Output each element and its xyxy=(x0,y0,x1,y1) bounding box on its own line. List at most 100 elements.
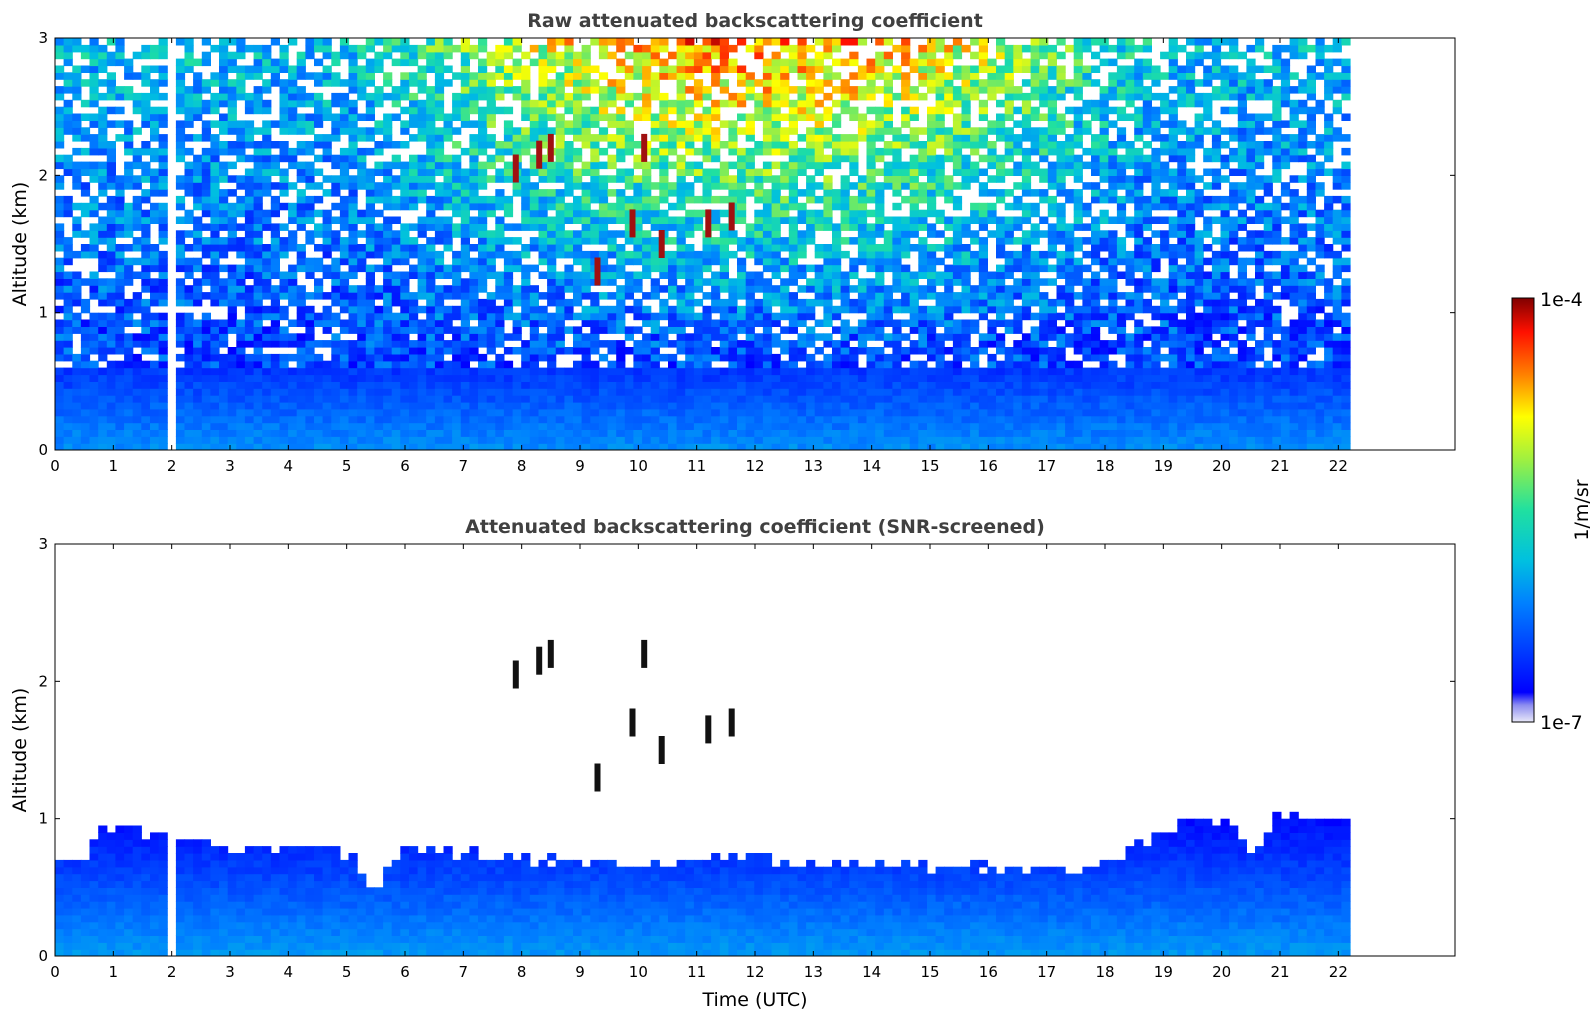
heatmap-cell xyxy=(650,408,660,417)
heatmap-cell xyxy=(685,395,695,403)
heatmap-cell xyxy=(728,278,738,286)
heatmap-cell xyxy=(693,298,704,307)
heatmap-cell xyxy=(901,443,911,450)
heatmap-cell xyxy=(668,182,678,190)
heatmap-cell xyxy=(193,443,203,450)
heatmap-cell xyxy=(434,271,445,279)
heatmap-cell xyxy=(927,285,937,293)
heatmap-cell xyxy=(503,422,514,430)
heatmap-cell xyxy=(80,353,91,362)
heatmap-cell xyxy=(253,202,263,211)
top-heatmap xyxy=(55,38,1351,450)
heatmap-cell xyxy=(944,271,954,279)
heatmap-cell xyxy=(840,278,850,286)
heatmap-cell xyxy=(642,209,652,218)
heatmap-cell xyxy=(80,209,91,218)
heatmap-cell xyxy=(253,189,263,197)
heatmap-cell xyxy=(529,195,539,204)
heatmap-cell xyxy=(357,422,367,430)
heatmap-cell xyxy=(866,120,876,128)
heatmap-cell xyxy=(331,127,341,135)
heatmap-cell xyxy=(927,175,937,183)
heatmap-cell xyxy=(452,106,462,115)
heatmap-cell xyxy=(581,51,591,60)
heatmap-cell xyxy=(357,340,367,348)
heatmap-cell xyxy=(823,367,833,376)
heatmap-cell xyxy=(849,326,859,334)
heatmap-cell xyxy=(909,388,919,396)
heatmap-cell xyxy=(711,250,721,259)
heatmap-cell xyxy=(840,250,850,259)
heatmap-cell xyxy=(676,292,686,300)
heatmap-cell xyxy=(659,92,669,101)
heatmap-cell xyxy=(590,374,600,382)
heatmap-cell xyxy=(590,175,600,183)
heatmap-cell xyxy=(564,298,574,307)
heatmap-cell xyxy=(486,161,496,170)
heatmap-cell xyxy=(892,422,902,430)
heatmap-cell xyxy=(314,230,324,238)
heatmap-cell xyxy=(227,230,237,238)
heatmap-cell xyxy=(944,443,954,450)
heatmap-cell xyxy=(365,147,375,156)
heatmap-cell xyxy=(201,120,211,128)
heatmap-cell xyxy=(952,278,963,286)
heatmap-cell xyxy=(417,264,427,273)
heatmap-cell xyxy=(279,278,289,286)
heatmap-cell xyxy=(780,429,790,437)
heatmap-cell xyxy=(823,113,833,121)
heatmap-cell xyxy=(702,182,712,190)
heatmap-cell xyxy=(452,72,462,80)
heatmap-cell xyxy=(875,72,885,80)
heatmap-cell xyxy=(141,367,151,376)
heatmap-cell xyxy=(219,319,229,327)
heatmap-cell xyxy=(391,353,401,362)
heatmap-cell xyxy=(210,223,220,231)
heatmap-cell xyxy=(184,381,194,389)
heatmap-cell xyxy=(193,374,203,382)
heatmap-cell xyxy=(141,388,151,396)
heatmap-cell xyxy=(728,147,738,156)
heatmap-cell xyxy=(279,271,289,279)
heatmap-cell xyxy=(443,347,453,355)
heatmap-cell xyxy=(296,141,306,149)
heatmap-cell xyxy=(348,216,358,224)
heatmap-cell xyxy=(883,312,893,321)
heatmap-cell xyxy=(150,154,160,163)
heatmap-cell xyxy=(823,436,833,444)
heatmap-cell xyxy=(434,429,445,437)
heatmap-cell xyxy=(98,264,108,273)
heatmap-cell xyxy=(305,120,315,128)
heatmap-cell xyxy=(866,147,876,156)
heatmap-cell xyxy=(365,278,375,286)
heatmap-cell xyxy=(685,333,695,341)
heatmap-cell xyxy=(383,120,393,128)
heatmap-cell xyxy=(89,401,99,410)
heatmap-cell xyxy=(383,429,393,437)
heatmap-cell xyxy=(780,65,790,73)
heatmap-cell xyxy=(607,436,617,444)
heatmap-cell xyxy=(460,360,470,369)
heatmap-cell xyxy=(236,120,246,128)
heatmap-cell xyxy=(434,127,445,135)
heatmap-cell xyxy=(270,312,280,321)
heatmap-cell xyxy=(236,79,246,87)
heatmap-cell xyxy=(72,147,82,156)
heatmap-cell xyxy=(927,340,937,348)
heatmap-cell xyxy=(409,72,419,80)
heatmap-cell xyxy=(409,182,419,190)
heatmap-cell xyxy=(503,72,514,80)
heatmap-cell xyxy=(305,202,315,211)
heatmap-cell xyxy=(935,79,945,87)
heatmap-cell xyxy=(314,134,324,142)
heatmap-cell xyxy=(210,326,220,334)
heatmap-cell xyxy=(650,360,660,369)
heatmap-cell xyxy=(63,388,73,396)
heatmap-cell xyxy=(745,244,755,252)
heatmap-cell xyxy=(115,175,125,183)
heatmap-cell xyxy=(469,285,479,293)
heatmap-cell xyxy=(486,298,496,307)
heatmap-cell xyxy=(106,147,116,156)
heatmap-cell xyxy=(400,79,410,87)
heatmap-cell xyxy=(780,58,790,67)
